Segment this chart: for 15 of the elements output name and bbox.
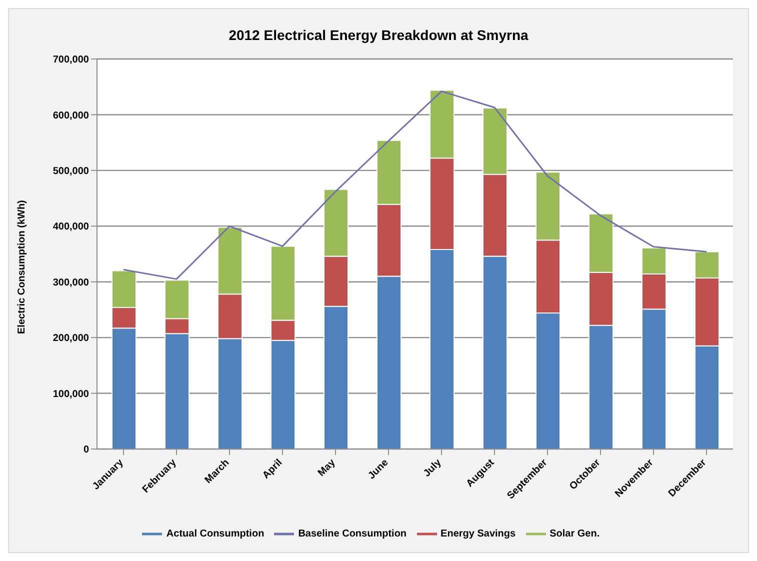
legend-label: Solar Gen. <box>550 528 600 540</box>
y-tick-label: 600,000 <box>52 110 90 122</box>
y-tick-label: 400,000 <box>52 222 90 233</box>
legend-label: Actual Consumption <box>166 528 264 540</box>
line-series <box>122 90 708 280</box>
chart-title: 2012 Electrical Energy Breakdown at Smyrna <box>228 26 530 45</box>
y-tick-label: 500,000 <box>52 166 90 177</box>
y-tick-label: 300,000 <box>52 277 90 288</box>
y-tick-label: 200,000 <box>52 333 90 344</box>
legend-label: Energy Savings <box>440 528 516 540</box>
y-tick-label: 0 <box>83 444 90 456</box>
y-tick-label: 100,000 <box>52 388 90 400</box>
y-tick-label: 700,000 <box>52 54 90 66</box>
legend-label: Baseline Consumption <box>298 528 407 540</box>
y-axis-title: Electric Consumption (kWh) <box>16 200 28 334</box>
